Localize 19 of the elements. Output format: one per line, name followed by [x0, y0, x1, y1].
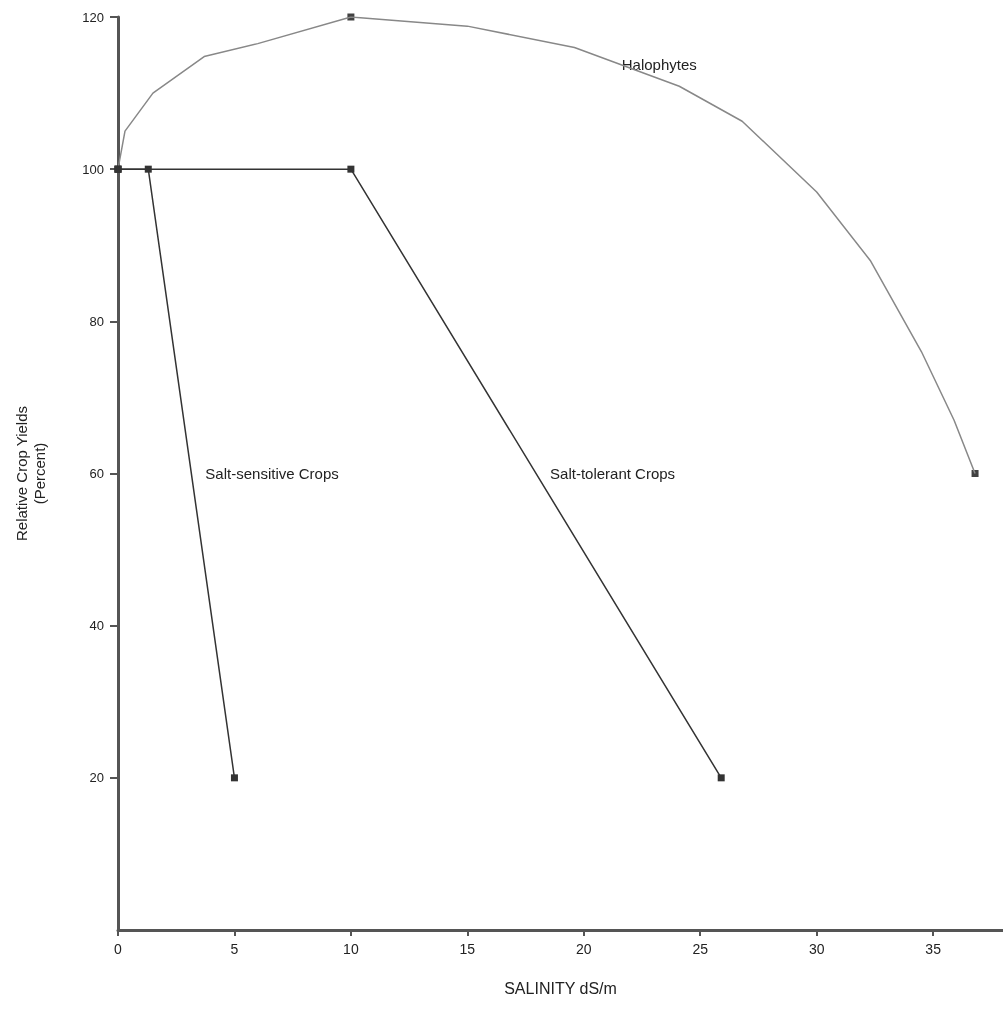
y-tick-label: 40 — [89, 618, 104, 634]
x-axis-title: SALINITY dS/m — [504, 979, 617, 997]
x-tick-label: 0 — [114, 941, 123, 957]
x-tick-label: 10 — [343, 941, 359, 957]
y-tick-label: 60 — [89, 466, 104, 481]
x-tick-label: 35 — [925, 941, 942, 957]
series-label: Halophytes — [621, 55, 697, 73]
x-tick-label: 30 — [808, 941, 825, 957]
y-tick-label: 120 — [82, 9, 104, 25]
y-tick-label: 100 — [82, 161, 104, 177]
y-tick-label: 20 — [89, 770, 104, 786]
series-label: Salt-tolerant Crops — [550, 465, 676, 482]
x-tick-label: 20 — [576, 941, 592, 957]
x-tick-label: 15 — [459, 941, 476, 957]
y-tick-label: 80 — [89, 313, 104, 329]
x-tick-label: 5 — [230, 941, 239, 957]
x-tick-label: 25 — [692, 941, 709, 957]
series-label: Salt-sensitive Crops — [205, 465, 339, 482]
y-axis-title: Relative Crop Yields (Percent) — [12, 405, 48, 542]
